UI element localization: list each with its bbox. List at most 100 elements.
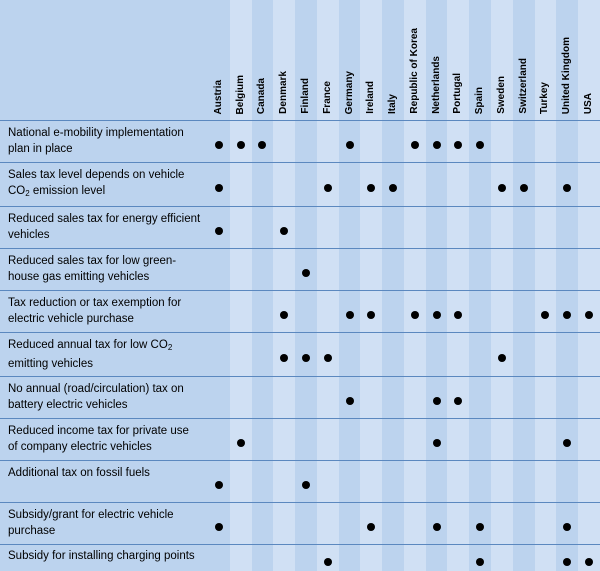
table-cell (252, 207, 274, 249)
table-cell (469, 333, 491, 377)
row-label-text: Reduced sales tax for energy efficient (8, 213, 200, 225)
bullet-dot-icon (215, 523, 223, 531)
table-cell (382, 545, 404, 571)
table-cell (252, 377, 274, 419)
row-label-text: Sales tax level depends on vehicle (8, 169, 184, 181)
table-cell (535, 333, 557, 377)
table-cell (578, 207, 600, 249)
table-cell (404, 333, 426, 377)
table-cell (273, 249, 295, 291)
table-cell (252, 419, 274, 461)
table-cell (491, 377, 513, 419)
table-cell (230, 249, 252, 291)
table-cell (513, 291, 535, 333)
table-cell (426, 503, 448, 545)
table-cell (208, 291, 230, 333)
bullet-dot-icon (280, 227, 288, 235)
table-cell (273, 545, 295, 571)
bullet-dot-icon (476, 141, 484, 149)
table-cell (339, 503, 361, 545)
table-cell (382, 377, 404, 419)
bullet-dot-icon (346, 397, 354, 405)
column-header: Netherlands (426, 0, 448, 121)
bullet-dot-icon (324, 184, 332, 192)
table-cell (317, 377, 339, 419)
table-cell (491, 503, 513, 545)
bullet-dot-icon (346, 141, 354, 149)
bullet-dot-icon (215, 184, 223, 192)
table-cell (208, 503, 230, 545)
table-cell (295, 291, 317, 333)
bullet-dot-icon (541, 311, 549, 319)
table-cell (295, 333, 317, 377)
table-cell (426, 207, 448, 249)
table-cell (360, 377, 382, 419)
row-label-text: emitting vehicles (8, 358, 93, 370)
table-cell (317, 419, 339, 461)
table-cell (360, 207, 382, 249)
table-cell (578, 333, 600, 377)
table-cell (491, 545, 513, 571)
table-cell (382, 207, 404, 249)
row-label-text: Subsidy/grant for electric vehicle (8, 509, 174, 521)
table-cell (513, 121, 535, 163)
row-label-text: Subsidy for installing charging points (8, 550, 195, 562)
table-cell (252, 291, 274, 333)
table-cell (513, 333, 535, 377)
table-cell (404, 503, 426, 545)
table-cell (491, 291, 513, 333)
column-header: Sweden (491, 0, 513, 121)
table-cell (535, 377, 557, 419)
table-cell (426, 419, 448, 461)
table-cell (252, 461, 274, 503)
row-label-text: emission level (30, 185, 105, 197)
table-cell (360, 121, 382, 163)
table-cell (360, 291, 382, 333)
row-label-text: plan in place (8, 143, 73, 155)
table-cell (252, 121, 274, 163)
table-cell (556, 163, 578, 207)
bullet-dot-icon (585, 311, 593, 319)
table-cell (404, 249, 426, 291)
table-cell (339, 419, 361, 461)
table-cell (513, 419, 535, 461)
table-cell (382, 291, 404, 333)
bullet-dot-icon (324, 354, 332, 362)
table-cell (469, 121, 491, 163)
column-header: Belgium (230, 0, 252, 121)
table-cell (339, 377, 361, 419)
table-cell (426, 545, 448, 571)
table-cell (535, 419, 557, 461)
table-cell (578, 291, 600, 333)
table-cell (447, 291, 469, 333)
table-cell (578, 461, 600, 503)
table-cell (273, 207, 295, 249)
bullet-dot-icon (585, 558, 593, 566)
country-label: France (323, 81, 333, 114)
table-cell (208, 207, 230, 249)
table-cell (469, 207, 491, 249)
table-cell (339, 461, 361, 503)
table-cell (317, 207, 339, 249)
row-label-text: of company electric vehicles (8, 441, 152, 453)
table-cell (447, 121, 469, 163)
table-cell (491, 121, 513, 163)
table-cell (404, 291, 426, 333)
table-cell (252, 503, 274, 545)
table-cell (382, 461, 404, 503)
table-cell (578, 249, 600, 291)
table-cell (513, 545, 535, 571)
table-row: Additional tax on fossil fuels (0, 461, 600, 503)
table-cell (208, 545, 230, 571)
table-cell (360, 503, 382, 545)
country-label: Turkey (540, 82, 550, 114)
table-cell (295, 249, 317, 291)
table-cell (404, 207, 426, 249)
table-cell (469, 249, 491, 291)
